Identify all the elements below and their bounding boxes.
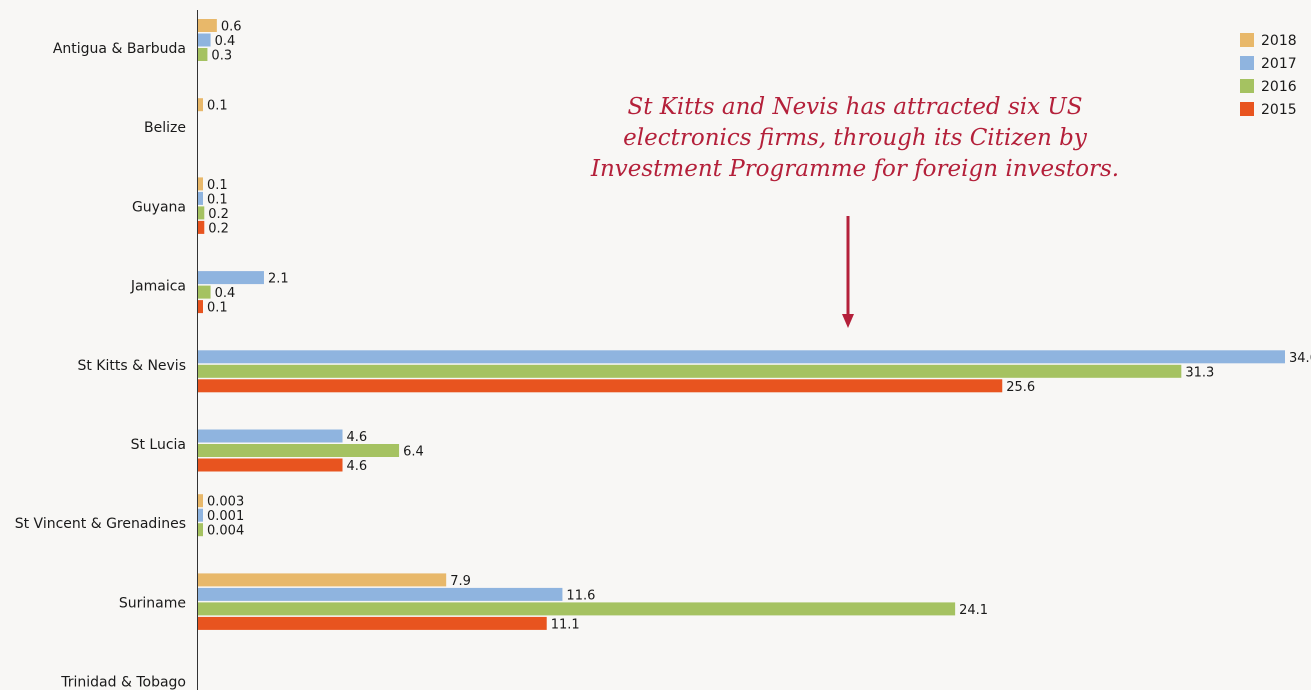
category-label-st-vincent-grenadines: St Vincent & Grenadines [15, 516, 186, 532]
value-label-st-kitts-nevis-2016: 31.3 [1185, 365, 1214, 380]
category-labels: Antigua & Barbuda Belize Guyana Jamaica St K… [15, 41, 186, 690]
value-label-st-vincent-grenadines-2018: 0.003 [207, 495, 244, 510]
value-label-st-kitts-nevis-2017: 34.6 [1289, 351, 1311, 366]
category-label-guyana: Guyana [132, 199, 186, 215]
bars-group: 0.60.40.30.10.10.10.20.22.10.40.134.631.… [198, 19, 1311, 632]
legend-label-2016: 2016 [1261, 79, 1297, 95]
legend-label-2015: 2015 [1261, 102, 1297, 118]
value-label-suriname-2016: 24.1 [959, 603, 988, 618]
category-label-st-lucia: St Lucia [131, 437, 186, 453]
bar-guyana-2017 [198, 191, 203, 205]
annotation-arrow-head [842, 314, 854, 328]
bar-antigua-barbuda-2017 [198, 33, 211, 47]
bar-suriname-2017 [198, 587, 563, 601]
bar-jamaica-2016 [198, 285, 211, 299]
value-label-suriname-2018: 7.9 [450, 574, 471, 589]
value-label-belize-2018: 0.1 [207, 99, 228, 114]
value-label-guyana-2016: 0.2 [208, 207, 229, 222]
bar-st-lucia-2015 [198, 458, 343, 472]
legend-swatch-2016 [1240, 79, 1254, 93]
bar-st-kitts-nevis-2017 [198, 350, 1285, 364]
value-label-st-vincent-grenadines-2016: 0.004 [207, 524, 244, 539]
value-label-st-lucia-2015: 4.6 [347, 459, 368, 474]
category-label-belize: Belize [144, 120, 186, 136]
legend-swatch-2018 [1240, 33, 1254, 47]
value-label-guyana-2015: 0.2 [208, 221, 229, 236]
value-label-st-kitts-nevis-2015: 25.6 [1006, 380, 1035, 395]
bar-st-lucia-2017 [198, 429, 343, 443]
value-label-jamaica-2015: 0.1 [207, 301, 228, 316]
category-label-jamaica: Jamaica [130, 279, 186, 295]
bar-jamaica-2015 [198, 300, 203, 314]
value-label-suriname-2017: 11.6 [566, 588, 595, 603]
bar-belize-2018 [198, 98, 203, 112]
legend-swatch-2017 [1240, 56, 1254, 70]
bar-suriname-2015 [198, 616, 547, 630]
value-label-antigua-barbuda-2018: 0.6 [221, 20, 242, 35]
value-label-antigua-barbuda-2017: 0.4 [215, 34, 236, 49]
bar-guyana-2018 [198, 177, 203, 191]
bar-jamaica-2017 [198, 271, 264, 285]
value-label-suriname-2015: 11.1 [551, 617, 580, 632]
value-label-jamaica-2016: 0.4 [215, 286, 236, 301]
legend: 2018 2017 2016 2015 [1240, 33, 1297, 118]
category-label-antigua-barbuda: Antigua & Barbuda [53, 41, 186, 57]
legend-label-2018: 2018 [1261, 33, 1297, 49]
value-label-antigua-barbuda-2016: 0.3 [211, 49, 232, 64]
bar-antigua-barbuda-2016 [198, 48, 208, 61]
bar-st-vincent-grenadines-2016 [198, 523, 203, 537]
bar-suriname-2016 [198, 602, 956, 616]
bar-st-vincent-grenadines-2017 [198, 508, 203, 522]
bar-st-kitts-nevis-2015 [198, 379, 1003, 393]
category-label-trinidad-tobago: Trinidad & Tobago [60, 675, 186, 690]
legend-swatch-2015 [1240, 102, 1254, 116]
bar-st-vincent-grenadines-2018 [198, 494, 203, 508]
bar-guyana-2015 [198, 220, 205, 234]
bar-antigua-barbuda-2018 [198, 19, 217, 32]
value-label-st-lucia-2017: 4.6 [347, 430, 368, 445]
bar-suriname-2018 [198, 573, 447, 587]
bar-st-kitts-nevis-2016 [198, 364, 1182, 378]
annotation-text: St Kitts and Nevis has attracted six US … [590, 94, 1120, 182]
value-label-st-vincent-grenadines-2017: 0.001 [207, 509, 244, 524]
bar-st-lucia-2016 [198, 444, 400, 457]
legend-label-2017: 2017 [1261, 56, 1297, 72]
value-label-guyana-2018: 0.1 [207, 178, 228, 193]
value-label-jamaica-2017: 2.1 [268, 272, 289, 287]
value-label-st-lucia-2016: 6.4 [403, 445, 424, 460]
category-label-suriname: Suriname [119, 595, 186, 611]
bar-guyana-2016 [198, 206, 205, 220]
value-label-guyana-2017: 0.1 [207, 192, 228, 207]
category-label-st-kitts-nevis: St Kitts & Nevis [77, 358, 186, 374]
